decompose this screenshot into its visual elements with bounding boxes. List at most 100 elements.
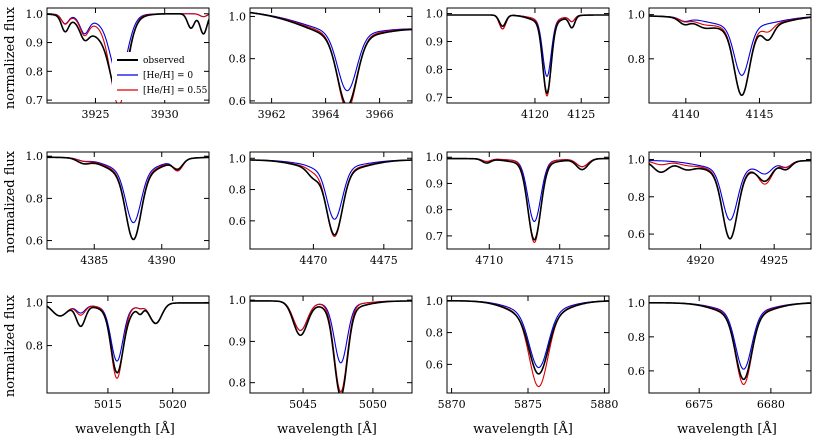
panel-9-x-tick-label-5015: 5015 — [94, 398, 122, 411]
panel-10: 5045 5050 0.8 0.9 1.0 — [229, 294, 413, 411]
x-axis-title-col4: wavelength [Å] — [677, 421, 777, 437]
panel-3-x-tick-label-4120: 4120 — [521, 108, 549, 121]
panel-7-frame — [446, 151, 610, 250]
panel-3-frame — [446, 7, 610, 104]
panel-12-y-tick-label-0.6: 0.6 — [628, 365, 646, 378]
panel-9-series-observed — [47, 302, 209, 374]
panel-8-frame — [648, 151, 812, 250]
panel-11-y-tick-label-0.6: 0.6 — [426, 358, 444, 371]
panel-9-y-tick-label-1.0: 1.0 — [26, 296, 44, 309]
panel-11-series-observed — [447, 299, 609, 375]
panel-3-series-he055 — [447, 14, 609, 97]
panel-8: 4920 4925 0.6 0.8 1.0 — [628, 151, 812, 267]
panel-5-x-tick-label-4390: 4390 — [148, 254, 176, 267]
panel-2-series-observed — [250, 11, 412, 103]
panel-6-series-observed — [250, 159, 412, 236]
panel-9-series-he055 — [47, 302, 209, 379]
panel-5-y-tick-label-0.6: 0.6 — [26, 235, 44, 248]
x-axis-titles: wavelength [Å] wavelength [Å] wavelength… — [75, 421, 777, 437]
panel-4: 4140 4145 0.8 1.0 — [628, 7, 812, 121]
panel-8-x-tick-label-4925: 4925 — [760, 254, 788, 267]
panel-1-x-tick-label-3930: 3930 — [151, 108, 179, 121]
panel-11-y-tick-label-1.0: 1.0 — [426, 295, 444, 308]
panel-3-y-tick-label-0.8: 0.8 — [426, 63, 444, 76]
panel-7-y-tick-label-0.7: 0.7 — [426, 230, 444, 243]
panel-11-x-tick-label-5870: 5870 — [438, 398, 466, 411]
panel-12-y-tick-label-0.8: 0.8 — [628, 331, 646, 344]
panel-10-x-tick-label-5050: 5050 — [359, 398, 387, 411]
panel-3-y-tick-label-1.0: 1.0 — [426, 8, 444, 21]
panel-6: 4470 4475 0.6 0.8 1.0 — [229, 151, 413, 267]
panel-5: 4385 4390 0.6 0.8 1.0 — [26, 150, 210, 267]
legend-label-he0: [He/H] = 0 — [143, 71, 193, 81]
panel-4-x-tick-label-4140: 4140 — [672, 108, 700, 121]
panel-10-y-tick-label-1.0: 1.0 — [229, 294, 247, 307]
panel-1: 3925 3930 0.7 0.8 0.9 1.0 — [26, 7, 210, 121]
panel-3-series-he0 — [447, 14, 609, 77]
panel-11-x-tick-label-5875: 5875 — [514, 398, 542, 411]
panel-12-series-he0 — [649, 302, 811, 370]
panel-4-series-observed — [649, 15, 811, 97]
panel-2-y-tick-label-0.8: 0.8 — [229, 53, 247, 66]
panel-12-frame — [648, 295, 812, 394]
panel-12-y-tick-label-1.0: 1.0 — [628, 297, 646, 310]
panel-8-series-observed — [649, 159, 811, 240]
panel-6-frame — [249, 151, 413, 250]
panel-7-x-tick-label-4715: 4715 — [546, 254, 574, 267]
panel-8-y-tick-label-1.0: 1.0 — [628, 153, 646, 166]
panel-1-y-tick-label-0.9: 0.9 — [26, 37, 44, 50]
panel-11-series-he0 — [447, 300, 609, 369]
panel-2: 3962 3964 3966 0.6 0.8 1.0 — [229, 7, 413, 121]
panel-6-series-he055 — [250, 159, 412, 238]
panel-6-y-tick-label-1.0: 1.0 — [229, 152, 247, 165]
panel-2-series-he055 — [250, 11, 412, 103]
panel-2-x-tick-label-3964: 3964 — [312, 108, 340, 121]
panel-12-series-observed — [649, 302, 811, 381]
panel-3-x-tick-label-4125: 4125 — [567, 108, 595, 121]
panel-12: 6675 6680 0.6 0.8 1.0 — [628, 295, 812, 411]
panel-9: 5015 5020 0.8 1.0 — [26, 295, 210, 411]
panel-7: 4710 4715 0.7 0.8 0.9 1.0 — [426, 151, 610, 267]
panel-6-x-tick-label-4470: 4470 — [299, 254, 327, 267]
x-axis-title-col1: wavelength [Å] — [75, 421, 175, 437]
x-axis-title-col3: wavelength [Å] — [473, 421, 573, 437]
panel-8-series-he055 — [649, 160, 811, 240]
panel-10-y-tick-label-0.9: 0.9 — [229, 335, 247, 348]
panels-layer: 3925 3930 0.7 0.8 0.9 1.0 3962 3964 3966 0.6 0.8 1.… — [26, 7, 812, 411]
legend-label-observed: observed — [143, 56, 185, 66]
panel-2-x-tick-label-3962: 3962 — [258, 108, 286, 121]
panel-7-y-tick-label-1.0: 1.0 — [426, 151, 444, 164]
panel-7-y-tick-label-0.8: 0.8 — [426, 204, 444, 217]
panel-10-series-he055 — [250, 300, 412, 393]
panel-6-x-tick-label-4475: 4475 — [370, 254, 398, 267]
panel-3: 4120 4125 0.7 0.8 0.9 1.0 — [426, 7, 610, 121]
panel-2-y-tick-label-1.0: 1.0 — [229, 10, 247, 23]
panel-11-y-tick-label-0.8: 0.8 — [426, 327, 444, 340]
panel-1-y-tick-label-0.7: 0.7 — [26, 94, 44, 107]
panel-1-x-tick-label-3925: 3925 — [81, 108, 109, 121]
panel-10-frame — [249, 295, 413, 394]
panel-7-x-tick-label-4710: 4710 — [475, 254, 503, 267]
panel-3-y-tick-label-0.7: 0.7 — [426, 91, 444, 104]
panel-6-series-he0 — [250, 159, 412, 220]
panel-4-x-tick-label-4145: 4145 — [745, 108, 773, 121]
panel-8-x-tick-label-4920: 4920 — [687, 254, 715, 267]
panel-4-y-tick-label-0.8: 0.8 — [628, 53, 646, 66]
panel-12-x-tick-label-6675: 6675 — [685, 398, 713, 411]
panel-9-series-he0 — [47, 302, 209, 362]
panel-1-y-tick-label-1.0: 1.0 — [26, 8, 44, 21]
panel-9-x-tick-label-5020: 5020 — [159, 398, 187, 411]
panel-10-series-observed — [250, 300, 412, 393]
panel-9-y-tick-label-0.8: 0.8 — [26, 340, 44, 353]
panel-4-frame — [648, 7, 812, 104]
legend-label-he055: [He/H] = 0.55 — [143, 86, 208, 96]
panel-12-series-he055 — [649, 302, 811, 386]
panel-5-y-tick-label-0.8: 0.8 — [26, 192, 44, 205]
panel-5-series-he0 — [47, 156, 209, 224]
panel-5-y-tick-label-1.0: 1.0 — [26, 150, 44, 163]
panel-8-y-tick-label-0.8: 0.8 — [628, 191, 646, 204]
legend: observed [He/H] = 0 [He/H] = 0.55 — [112, 52, 208, 100]
panel-7-y-tick-label-0.9: 0.9 — [426, 177, 444, 190]
panel-6-y-tick-label-0.8: 0.8 — [229, 184, 247, 197]
